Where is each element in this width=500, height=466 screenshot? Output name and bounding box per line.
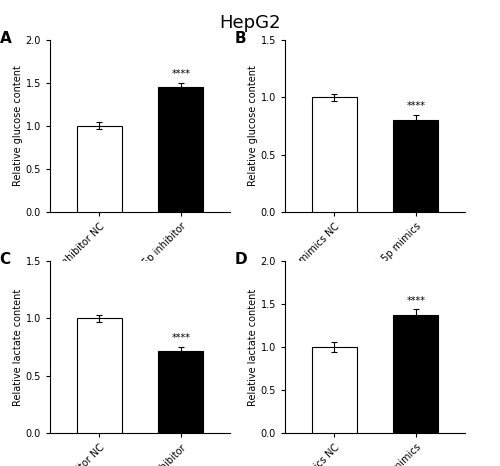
Text: B: B <box>234 31 246 46</box>
Bar <box>158 87 204 212</box>
Text: C: C <box>0 253 10 267</box>
Y-axis label: Relative glucose content: Relative glucose content <box>248 65 258 186</box>
Y-axis label: Relative lactate content: Relative lactate content <box>248 288 258 406</box>
Text: HepG2: HepG2 <box>219 14 281 32</box>
Y-axis label: Relative lactate content: Relative lactate content <box>13 288 23 406</box>
Text: ****: **** <box>406 296 426 306</box>
Text: ****: **** <box>172 69 190 79</box>
Bar <box>394 120 438 212</box>
Bar <box>312 347 356 433</box>
Text: ****: **** <box>406 101 426 111</box>
Text: D: D <box>234 253 247 267</box>
Text: A: A <box>0 31 12 46</box>
Bar <box>312 97 356 212</box>
Bar <box>76 318 122 433</box>
Bar <box>158 350 204 433</box>
Text: ****: **** <box>172 333 190 343</box>
Bar <box>76 126 122 212</box>
Y-axis label: Relative glucose content: Relative glucose content <box>13 65 23 186</box>
Bar <box>394 315 438 433</box>
